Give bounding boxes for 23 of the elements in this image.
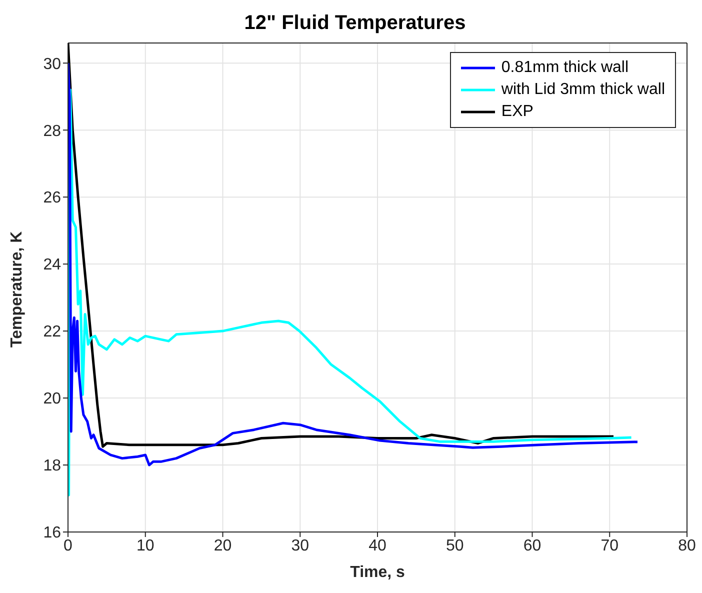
y-tick-label: 26 [43, 190, 62, 207]
x-tick-label: 0 [64, 537, 73, 554]
chart-title: 12" Fluid Temperatures [243, 11, 467, 36]
y-tick-label: 28 [43, 122, 62, 140]
y-tick-label: 20 [43, 390, 62, 408]
x-tick-label: 10 [136, 537, 154, 554]
x-axis-title: Time, s [350, 564, 406, 581]
x-tick-label: 80 [678, 537, 696, 554]
legend-label: EXP [501, 102, 534, 122]
x-tick-label: 50 [446, 537, 464, 554]
x-tick-label: 60 [523, 537, 542, 554]
x-tick-label: 30 [291, 537, 310, 554]
y-axis-title: Temperature, K [8, 230, 26, 348]
y-tick-label: 18 [43, 458, 62, 475]
y-tick-label: 30 [43, 56, 62, 73]
y-tick-label: 24 [43, 256, 62, 274]
x-tick-label: 70 [600, 537, 619, 554]
x-tick-label: 40 [368, 537, 386, 554]
x-tick-label: 20 [214, 537, 232, 554]
legend-label: 0.81mm thick wall [501, 58, 629, 78]
legend-label: with Lid 3mm thick wall [501, 80, 665, 100]
y-tick-label: 16 [43, 524, 62, 542]
y-tick-label: 22 [43, 324, 62, 341]
